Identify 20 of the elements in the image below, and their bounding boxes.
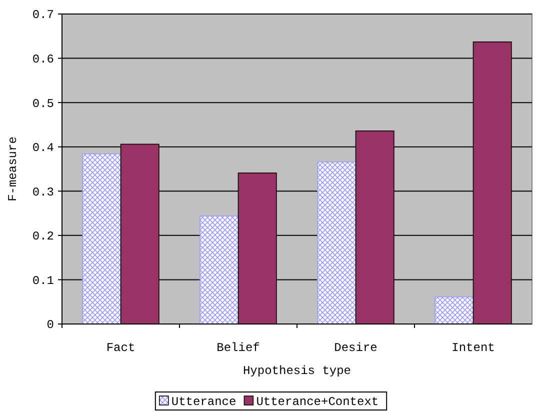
x-tick-label: Intent bbox=[452, 341, 495, 355]
bar bbox=[317, 162, 356, 324]
y-tick-label: 0.5 bbox=[32, 96, 54, 111]
y-tick-label: 0.3 bbox=[32, 185, 54, 200]
bar bbox=[82, 154, 122, 324]
bar bbox=[434, 296, 474, 324]
y-axis-title: F-measure bbox=[6, 136, 20, 202]
y-tick-label: 0.6 bbox=[32, 52, 54, 66]
x-axis-title: Hypothesis type bbox=[242, 364, 352, 378]
legend-label: Utterance bbox=[171, 395, 236, 409]
y-tick-label: 0.7 bbox=[32, 8, 54, 22]
legend-label: Utterance+Context bbox=[256, 395, 379, 409]
y-tick-label: 0.4 bbox=[32, 141, 54, 156]
x-tick-label: Belief bbox=[216, 341, 260, 355]
y-tick-label: 0 bbox=[46, 318, 54, 332]
x-tick-label: Fact bbox=[106, 341, 136, 355]
bar bbox=[200, 216, 239, 324]
y-tick-label: 0.2 bbox=[32, 230, 54, 244]
x-tick-label: Desire bbox=[334, 341, 378, 355]
y-tick-label: 0.1 bbox=[32, 274, 54, 288]
